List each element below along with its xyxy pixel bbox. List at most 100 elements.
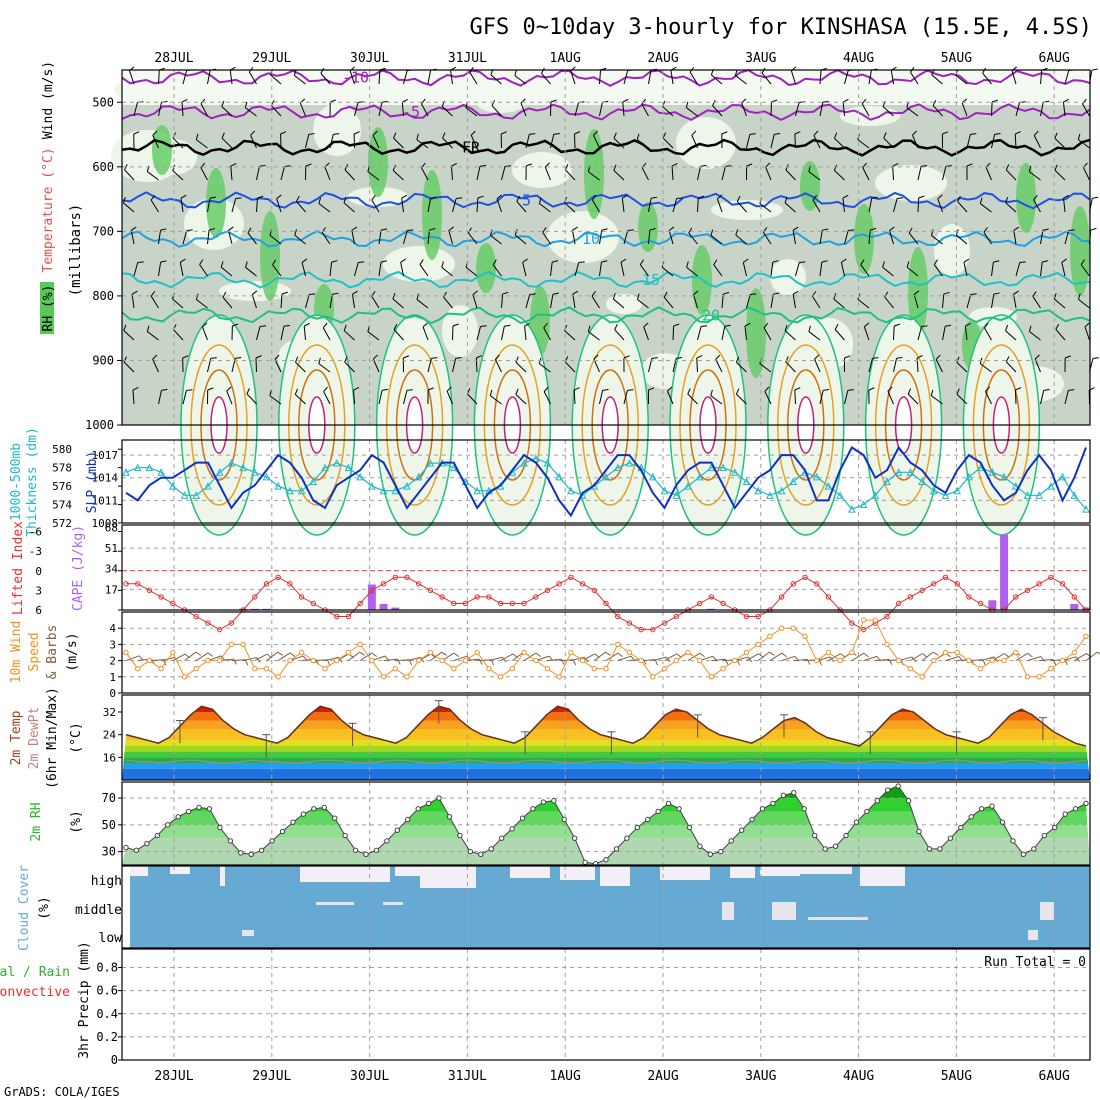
precip-tick-label: 0.4 <box>96 1007 118 1021</box>
wind-barb-flag <box>446 386 452 392</box>
wind-barb <box>550 134 555 149</box>
wind-barb <box>564 202 576 213</box>
rh-marker <box>989 803 995 809</box>
rh-dry-patch <box>383 246 455 282</box>
wind-barb <box>256 197 258 213</box>
thickness-marker <box>613 463 622 472</box>
high-cloud-gap <box>560 866 595 880</box>
thickness-marker <box>145 463 154 472</box>
wind-barb <box>184 651 197 662</box>
thickness-marker <box>227 458 236 467</box>
wind-barb-flag <box>490 659 495 666</box>
wind-barb-flag <box>1015 387 1022 391</box>
wind-barb <box>957 201 968 213</box>
wind-barb-flag <box>477 195 484 199</box>
wind-barb <box>269 234 282 245</box>
rh-marker <box>1083 800 1089 807</box>
wind-speed-marker <box>977 666 984 672</box>
wind-barb <box>371 295 380 309</box>
wind-barb <box>469 71 478 85</box>
slp-label: SLP (mb) <box>85 451 100 514</box>
wind-speed-marker <box>849 649 855 656</box>
wind-barb <box>231 198 237 213</box>
lifted-marker <box>626 620 633 626</box>
wind-barb-flag <box>542 227 547 233</box>
rh-marker <box>1062 811 1068 817</box>
lifted-marker <box>931 581 937 587</box>
wind-barb-flag <box>283 324 290 327</box>
thickness-marker <box>414 472 423 481</box>
wind-speed-marker <box>439 657 445 664</box>
wind-barb-flag <box>623 355 630 359</box>
wind-barb <box>735 234 747 245</box>
wind-barb <box>713 264 723 277</box>
lifted-tick-label: 0 <box>35 565 42 578</box>
wind-barb <box>393 137 404 149</box>
wind-barb-flag <box>587 325 591 332</box>
wind-barb-flag <box>1061 258 1067 263</box>
wind-barb <box>784 202 796 213</box>
wind-barb <box>200 103 208 117</box>
rh-marker <box>311 806 317 812</box>
wind-speed-marker <box>942 649 949 656</box>
lifted-tick-label: -6 <box>29 526 42 539</box>
wind-barb <box>470 135 478 149</box>
wind-barb <box>514 75 527 85</box>
rh-marker <box>571 835 578 841</box>
wind-barb <box>648 70 652 85</box>
isotherm-label: 10 <box>582 230 600 248</box>
thickness-tick-label: 574 <box>52 499 72 512</box>
wind-barb <box>401 198 404 213</box>
wind-barb-flag <box>868 387 875 391</box>
wind-barb-flag <box>612 293 616 300</box>
lifted-marker <box>919 587 925 594</box>
wind-barb <box>1029 331 1041 341</box>
wind-barb <box>623 230 629 245</box>
wind-barb-flag <box>256 657 261 663</box>
cape-bar <box>1082 607 1090 610</box>
rh-marker <box>530 806 536 812</box>
wind-barb <box>476 326 482 341</box>
lifted-marker <box>263 581 270 587</box>
rh-marker <box>123 844 129 851</box>
wind-barb-flag <box>1028 325 1032 332</box>
wind-barb <box>574 262 580 277</box>
wind-barb <box>670 70 674 85</box>
rh-marker <box>1010 838 1016 844</box>
wind-barb-flag <box>573 387 580 391</box>
wind-barb <box>711 658 726 662</box>
thickness-marker <box>965 472 973 481</box>
wind-barb-flag <box>1054 164 1058 171</box>
wind-speed-marker <box>989 657 996 664</box>
wind-speed-marker <box>638 657 644 664</box>
wind-barb <box>150 199 159 213</box>
wind-barb <box>571 230 576 245</box>
rh-marker <box>342 832 348 839</box>
wind-speed-marker <box>685 649 691 656</box>
wind-barb <box>917 166 922 181</box>
rh-marker <box>885 787 891 793</box>
wind-speed-marker <box>954 649 960 656</box>
thickness-marker <box>766 491 774 499</box>
wind-barb-flag <box>160 228 167 231</box>
wind-barb-flag <box>833 132 838 139</box>
wind-barb <box>769 652 783 662</box>
wind-barb <box>406 656 421 662</box>
pressure-tick-label: 1000 <box>85 418 114 432</box>
wind-barb <box>199 264 208 277</box>
wind-barb-flag <box>896 356 903 359</box>
wind-barb <box>1013 230 1017 245</box>
wind-barb-flag <box>564 164 569 171</box>
wind-barb-flag <box>130 226 137 231</box>
wind-barb-flag <box>276 194 282 200</box>
wind-barb <box>172 298 184 309</box>
rh-humid-patch <box>206 168 226 238</box>
wind-barb <box>274 359 282 373</box>
wind-barb-flag <box>541 67 545 74</box>
wind-speed-marker <box>814 657 820 664</box>
wind-barb-flag <box>912 130 918 136</box>
wind-barb-flag <box>427 387 434 391</box>
wind-barb-flag <box>255 355 262 359</box>
wind-barb <box>1040 262 1043 277</box>
rh-marker <box>926 846 933 852</box>
